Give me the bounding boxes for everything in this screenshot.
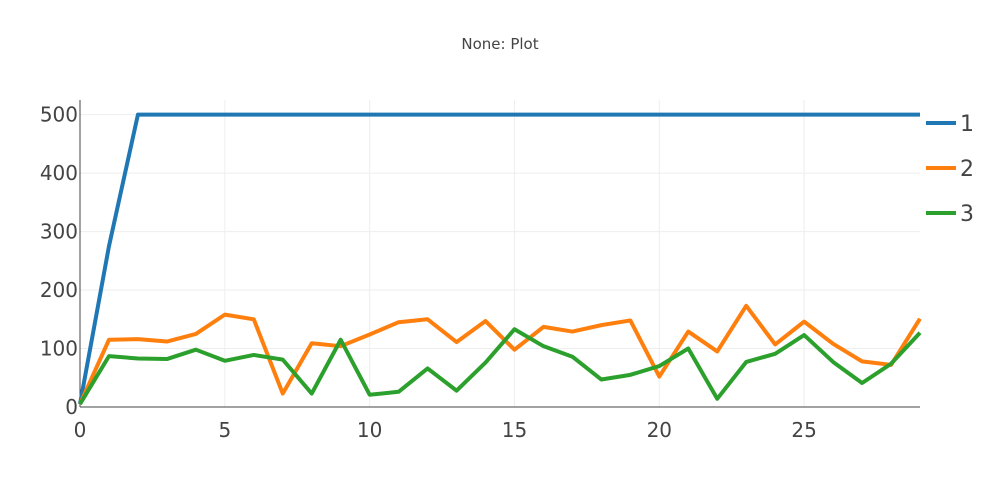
legend[interactable]: 1 2 3: [926, 112, 974, 227]
legend-item-2[interactable]: 2: [926, 157, 974, 182]
x-tick-label: 10: [357, 418, 382, 442]
y-tick-label: 400: [40, 161, 78, 185]
legend-item-1[interactable]: 1: [926, 112, 974, 137]
chart-title: None: Plot: [461, 35, 538, 53]
axes-layer: 0 100 200 300 400 500 0 5 10 15 20 25: [40, 100, 920, 442]
x-tick-label: 15: [502, 418, 527, 442]
legend-label: 2: [960, 157, 974, 182]
y-tick-label: 100: [40, 337, 78, 361]
y-tick-label: 0: [65, 395, 78, 419]
x-tick-label: 20: [647, 418, 672, 442]
series-layer: [78, 112, 922, 406]
grid-layer: [80, 100, 920, 407]
legend-label: 1: [960, 112, 974, 137]
x-tick-label: 0: [74, 418, 87, 442]
legend-item-3[interactable]: 3: [926, 202, 974, 227]
x-tick-label: 25: [791, 418, 816, 442]
y-tick-label: 500: [40, 103, 78, 127]
series-line-3: [78, 327, 922, 406]
legend-label: 3: [960, 202, 974, 227]
y-tick-label: 300: [40, 220, 78, 244]
series-line-1: [78, 112, 920, 405]
series-line-2: [78, 303, 922, 405]
x-tick-label: 5: [218, 418, 231, 442]
y-tick-label: 200: [40, 278, 78, 302]
